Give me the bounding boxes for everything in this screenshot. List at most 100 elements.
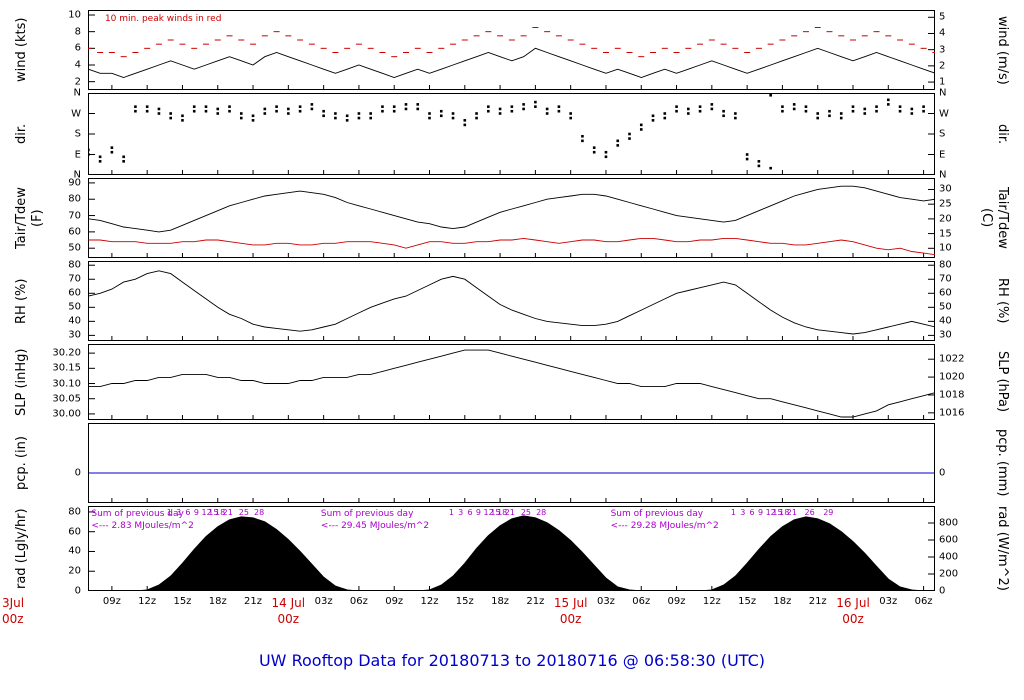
rad-ytick-left: 0 xyxy=(74,585,81,597)
wind-direction-scatter xyxy=(816,116,820,120)
wind-direction xyxy=(651,119,655,122)
wind-direction-scatter xyxy=(322,114,325,118)
rad-ytick-right: 600 xyxy=(939,534,959,546)
x-tick-label: 06z xyxy=(349,596,368,607)
wind-direction-scatter xyxy=(298,109,302,113)
wind-direction-scatter xyxy=(628,132,631,136)
wind-direction-scatter xyxy=(804,105,808,108)
wind-direction xyxy=(722,109,725,113)
temp-ytick-right: 15 xyxy=(939,228,952,240)
dir-plot xyxy=(88,93,935,175)
wind-direction xyxy=(287,107,290,111)
rad-ytick-left: 60 xyxy=(68,526,81,538)
wind-direction xyxy=(239,112,243,115)
wind-direction-scatter xyxy=(451,112,455,115)
wind-direction-scatter xyxy=(145,105,149,108)
wind-direction xyxy=(275,109,278,113)
rad-ytick-right: 400 xyxy=(939,551,959,563)
wind-direction xyxy=(157,107,161,111)
wind-direction xyxy=(734,112,737,115)
wind-direction-scatter xyxy=(275,105,278,108)
x-tick-label: 03z xyxy=(314,596,333,607)
wind-direction xyxy=(757,160,761,163)
dir-ytick-right: N xyxy=(939,169,947,181)
solar-radiation xyxy=(88,515,935,591)
rad-sum-marker: 21 xyxy=(786,508,797,517)
rad-sum-marker: 21 xyxy=(504,508,515,517)
dir-ytick-right: S xyxy=(939,128,946,140)
x-day-label: 16 Jul 00z xyxy=(836,596,870,626)
rh-ytick-left: 60 xyxy=(68,287,81,299)
wind-direction-scatter xyxy=(534,100,537,104)
wind-average-kts xyxy=(88,47,935,78)
wind-direction xyxy=(745,153,749,156)
x-tick-label: 21z xyxy=(244,596,263,607)
slp-ytick-left: 30.00 xyxy=(52,408,81,420)
slp-ytick-left: 30.10 xyxy=(52,378,81,390)
wind-direction xyxy=(616,144,620,147)
temp-ytick-left: 90 xyxy=(68,177,81,189)
wind-ytick-right: 4 xyxy=(939,27,946,39)
rh-ytick-left: 80 xyxy=(68,259,81,271)
wind-direction-scatter xyxy=(122,160,125,163)
wind-direction xyxy=(345,114,349,118)
x-tick-label: 18z xyxy=(491,596,510,607)
wind-direction-scatter xyxy=(875,109,878,113)
wind-direction-scatter xyxy=(922,105,925,108)
rad-sum-marker: 15 xyxy=(490,508,501,517)
dewpoint-f xyxy=(88,237,935,256)
wind-direction xyxy=(934,112,935,115)
x-tick-label: 09z xyxy=(385,596,404,607)
wind-direction-scatter xyxy=(557,105,561,108)
wind-direction-scatter xyxy=(886,98,890,102)
wind-direction xyxy=(910,107,914,111)
wind-ytick-left: 2 xyxy=(74,76,81,88)
wind-ytick-left: 8 xyxy=(74,26,81,38)
rad-sum-marker: 18 xyxy=(779,508,790,517)
rad-sum-marker: 28 xyxy=(536,508,547,517)
wind-direction-scatter xyxy=(439,109,443,113)
wind-direction-scatter xyxy=(851,105,855,108)
wind-direction-scatter xyxy=(722,114,725,118)
wind-direction xyxy=(463,119,467,122)
wind-direction-scatter xyxy=(157,112,161,115)
wind-direction-scatter xyxy=(698,109,702,113)
wind-direction-scatter xyxy=(792,103,796,106)
wind-direction xyxy=(698,105,702,108)
rad-sum-marker: 12 xyxy=(201,508,212,517)
wind-ytick-right: 2 xyxy=(939,60,946,72)
temp-ytick-left: 80 xyxy=(68,193,81,205)
wind-direction xyxy=(145,109,149,113)
wind-direction xyxy=(228,109,231,113)
wind-direction xyxy=(922,109,925,113)
x-day-label: 14 Jul 00z xyxy=(271,596,306,626)
wind-direction xyxy=(134,105,137,108)
wind-direction-scatter xyxy=(475,116,478,120)
dir-ytick-left: N xyxy=(73,169,81,181)
rad-sum-marker: 9 xyxy=(475,508,482,517)
wind-direction xyxy=(181,114,184,118)
x-tick-label: 15z xyxy=(455,596,474,607)
wind-direction xyxy=(392,105,396,108)
chart-title: UW Rooftop Data for 20180713 to 20180716… xyxy=(258,651,766,670)
relative-humidity xyxy=(88,270,935,335)
dir-ylabel-right: dir. xyxy=(995,123,1010,145)
rad-ytick-right: 0 xyxy=(939,585,946,597)
dir-ytick-right: E xyxy=(939,149,946,160)
wind-direction-scatter xyxy=(416,103,420,106)
rad-sum-marker: 18 xyxy=(497,508,508,517)
temp-ytick-right: 10 xyxy=(939,242,952,254)
wind-direction-scatter xyxy=(192,105,196,108)
wind-direction-scatter xyxy=(910,112,914,115)
wind-direction-scatter xyxy=(487,105,490,108)
wind-direction xyxy=(263,112,267,115)
slp-ytick-left: 30.15 xyxy=(52,362,81,374)
wind-direction-scatter xyxy=(239,116,243,120)
slp-ylabel-right: SLP (hPa) xyxy=(995,351,1010,413)
x-tick-label: 06z xyxy=(914,596,933,607)
wind-direction xyxy=(404,103,408,106)
wind-ytick-right: 5 xyxy=(939,11,946,23)
wind-direction-scatter xyxy=(734,116,737,120)
wind-direction-scatter xyxy=(522,107,525,111)
x-tick-label: 18z xyxy=(208,596,227,607)
